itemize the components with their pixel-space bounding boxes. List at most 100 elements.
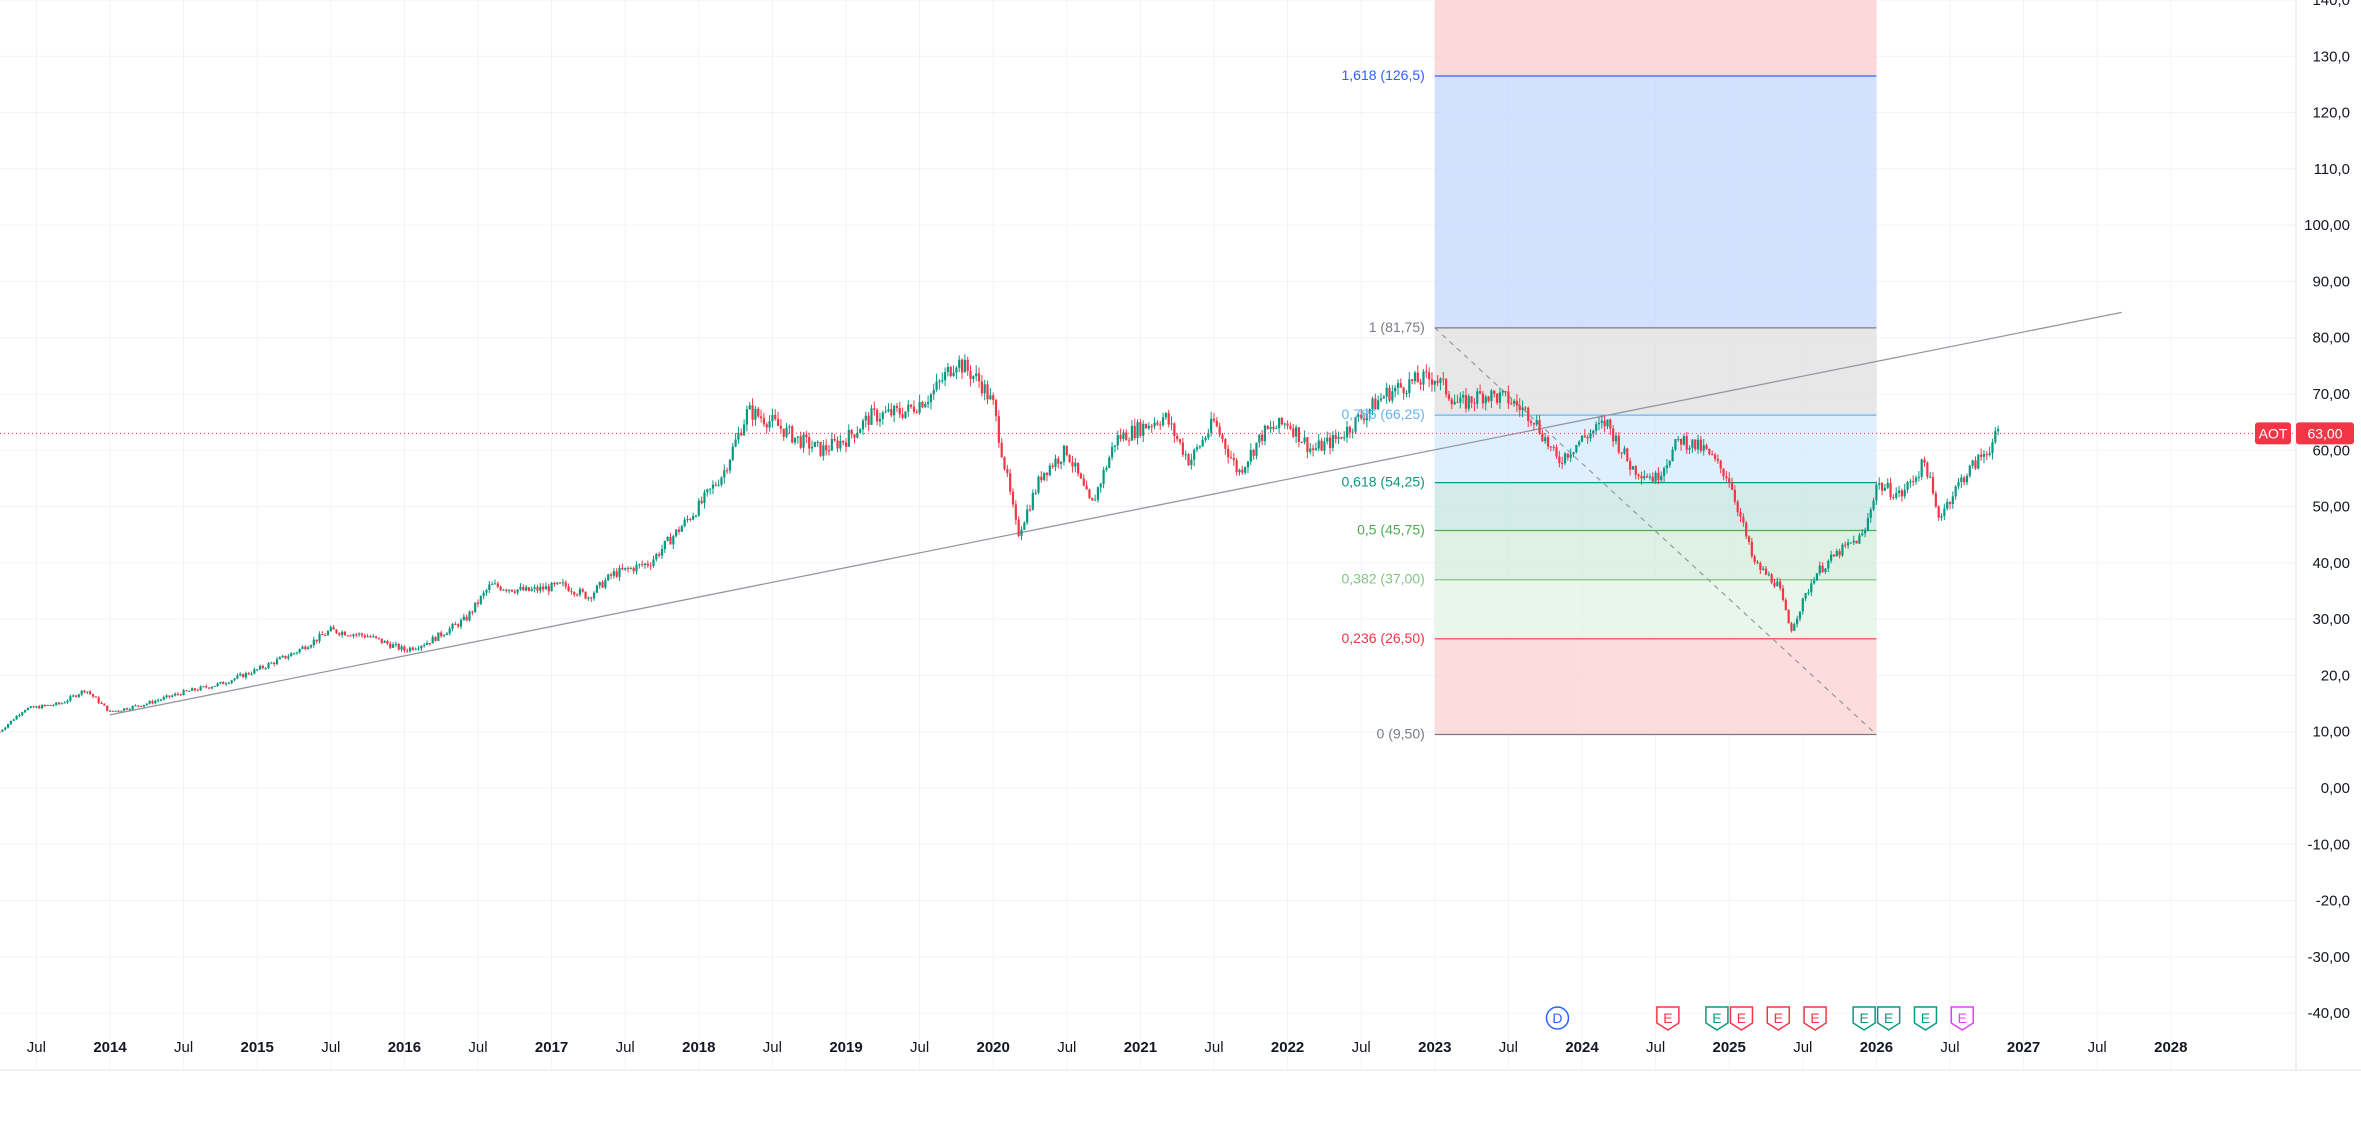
price-axis-tick-label[interactable]: 20,0 — [2321, 667, 2350, 684]
time-axis-tick-label[interactable]: 2023 — [1418, 1039, 1451, 1056]
time-axis-tick-label[interactable]: 2021 — [1124, 1039, 1157, 1056]
candle-body — [533, 587, 536, 590]
support-trendline[interactable] — [109, 311, 2122, 716]
time-axis-tick-label[interactable]: Jul — [763, 1039, 782, 1056]
time-axis-tick-label[interactable]: 2018 — [682, 1039, 715, 1056]
price-axis-tick-label[interactable]: 100,00 — [2304, 217, 2350, 234]
candle-body — [768, 421, 771, 428]
price-axis-tick-label[interactable]: -10,00 — [2307, 836, 2350, 853]
candle-body — [782, 428, 785, 437]
candle-body — [1595, 424, 1598, 431]
candle-body — [1215, 420, 1218, 427]
time-axis-tick-label[interactable]: Jul — [1793, 1039, 1812, 1056]
earnings-event-icon[interactable] — [1803, 1006, 1827, 1031]
candle-body — [1620, 452, 1623, 454]
candle-body — [1926, 462, 1929, 477]
candle-body — [870, 408, 873, 425]
candle-body — [1719, 460, 1722, 469]
candle-body — [1178, 439, 1182, 443]
time-axis-tick-label[interactable]: Jul — [2088, 1039, 2107, 1056]
time-axis-tick-label[interactable]: 2024 — [1565, 1039, 1599, 1056]
time-axis-tick-label[interactable]: 2025 — [1713, 1039, 1746, 1056]
candle-body — [629, 567, 632, 569]
earnings-event-icon[interactable] — [1656, 1006, 1680, 1031]
candle-body — [1374, 398, 1377, 410]
axes[interactable]: 140,0 130,0 120,0 110,0 100,00 90,00 80,00 70,0… — [0, 0, 2361, 1071]
price-axis-tick-label[interactable]: 120,0 — [2312, 105, 2350, 122]
time-axis-tick-label[interactable]: 2028 — [2154, 1039, 2187, 1056]
time-axis-tick-label[interactable]: Jul — [1057, 1039, 1076, 1056]
price-axis-tick-label[interactable]: 40,00 — [2312, 555, 2350, 572]
time-axis-tick-label[interactable]: 2022 — [1271, 1039, 1304, 1056]
candle-body — [963, 359, 966, 373]
earnings-event-icon[interactable] — [1913, 1006, 1938, 1031]
time-axis-tick-label[interactable]: Jul — [174, 1039, 193, 1056]
candle-body — [35, 706, 38, 708]
time-axis-tick-label[interactable]: 2019 — [829, 1039, 862, 1056]
candle-body — [1252, 449, 1255, 456]
time-axis-tick-label[interactable]: 2017 — [535, 1039, 568, 1056]
time-axis-tick-label[interactable]: 2027 — [2007, 1039, 2040, 1056]
candle-body — [1130, 425, 1134, 441]
time-axis-tick-label[interactable]: 2020 — [977, 1039, 1010, 1056]
candle-body — [1337, 436, 1340, 439]
time-axis-tick-label[interactable]: Jul — [616, 1039, 635, 1056]
time-axis-tick-label[interactable]: 2016 — [388, 1039, 421, 1056]
candle-body — [1575, 444, 1578, 453]
price-axis-tick-label[interactable]: 50,00 — [2312, 499, 2350, 516]
candle-body — [1481, 393, 1485, 404]
earnings-event-icon[interactable] — [1950, 1006, 1975, 1031]
time-axis-tick-label[interactable]: Jul — [468, 1039, 487, 1056]
earnings-event-icon[interactable] — [1729, 1006, 1754, 1031]
price-axis-tick-label[interactable]: 70,00 — [2312, 386, 2350, 403]
price-axis-tick-label[interactable]: -30,00 — [2307, 949, 2350, 966]
earnings-event-icon[interactable] — [1766, 1006, 1791, 1031]
time-axis-tick-label[interactable]: 2014 — [93, 1039, 127, 1056]
fib-zone — [1434, 482, 1877, 531]
price-axis-tick-label[interactable]: 80,00 — [2312, 330, 2350, 347]
candle-body — [1716, 458, 1719, 461]
candle-body — [49, 705, 52, 707]
price-axis-tick-label[interactable]: 140,0 — [2312, 0, 2350, 9]
time-axis-tick-label[interactable]: Jul — [1204, 1039, 1223, 1056]
candle-body — [358, 633, 361, 635]
time-axis-tick-label[interactable]: Jul — [1352, 1039, 1371, 1056]
time-axis-tick-label[interactable]: Jul — [1499, 1039, 1518, 1056]
candle-body — [1009, 473, 1012, 492]
time-axis-tick-label[interactable]: Jul — [321, 1039, 340, 1056]
dividend-event-icon[interactable] — [1545, 1006, 1570, 1030]
time-axis-tick-label[interactable]: 2015 — [241, 1039, 274, 1056]
earnings-event-icon[interactable] — [1705, 1006, 1729, 1031]
candle-body — [904, 411, 907, 418]
time-axis-tick-label[interactable]: Jul — [1646, 1039, 1665, 1056]
fib-level-label: 0,786 (66,25) — [1342, 406, 1425, 422]
candle-body — [1558, 456, 1561, 463]
time-axis-tick-label[interactable]: Jul — [27, 1039, 46, 1056]
price-axis-tick-label[interactable]: 90,00 — [2312, 273, 2350, 290]
grid-lines — [0, 0, 2296, 1070]
candle-body — [816, 441, 819, 443]
candle-body — [457, 624, 460, 627]
price-axis-tick-label[interactable]: 10,00 — [2312, 724, 2350, 741]
price-axis-tick-label[interactable]: 110,0 — [2314, 161, 2350, 178]
time-axis-tick-label[interactable]: 2026 — [1860, 1039, 1893, 1056]
price-axis-tick-label[interactable]: 0,00 — [2321, 780, 2350, 797]
candle-body — [1210, 418, 1213, 433]
candle-body — [46, 705, 49, 707]
candle-body — [142, 704, 146, 707]
time-axis-tick-label[interactable]: Jul — [1940, 1039, 1959, 1056]
time-axis-tick-label[interactable]: Jul — [910, 1039, 929, 1056]
price-axis-tick-label[interactable]: 130,0 — [2312, 48, 2350, 65]
price-axis-tick-label[interactable]: 30,00 — [2312, 611, 2350, 628]
price-axis-tick-label[interactable]: -40,00 — [2307, 1005, 2350, 1022]
candle-body — [1589, 433, 1592, 439]
earnings-event-icon[interactable] — [1852, 1006, 1876, 1031]
candle-body — [839, 440, 842, 449]
price-axis-tick-label[interactable]: -20,0 — [2316, 893, 2350, 910]
candle-body — [819, 441, 822, 456]
price-axis-tick-label[interactable]: 60,00 — [2312, 442, 2350, 459]
earnings-event-icon[interactable] — [1876, 1006, 1901, 1031]
